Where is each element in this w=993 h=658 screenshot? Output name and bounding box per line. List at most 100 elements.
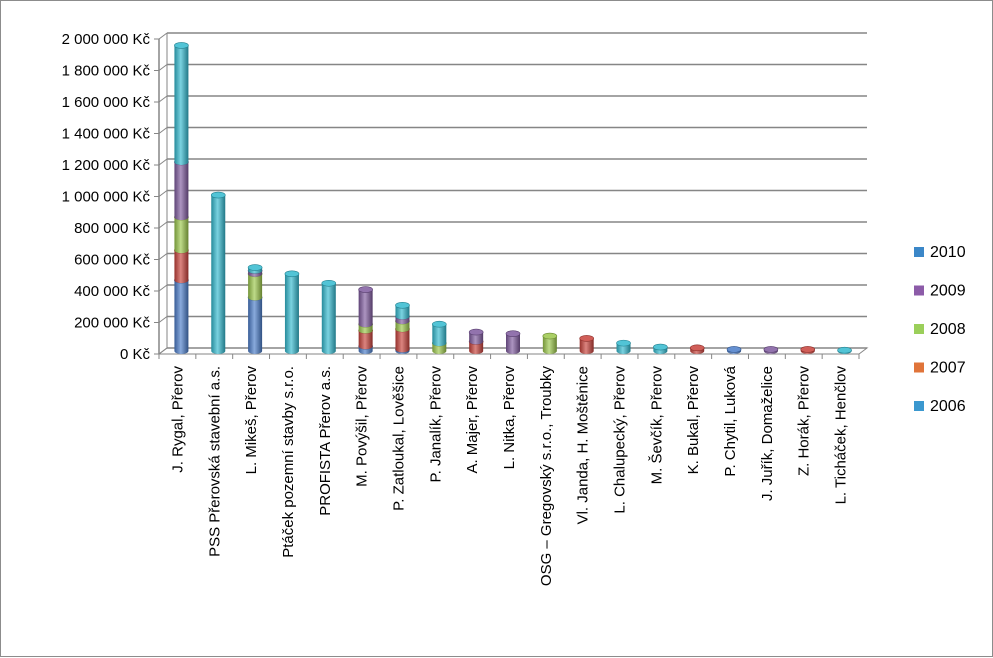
bar-top	[210, 191, 226, 199]
bar-body	[469, 332, 484, 345]
bar-stack	[837, 346, 852, 354]
bar-segment-2010	[432, 320, 447, 347]
x-category-label: P. Zatloukal, Lověšice	[390, 366, 407, 511]
x-category-label: K. Bukal, Přerov	[685, 366, 702, 475]
legend-label-2007: 2007	[930, 360, 966, 377]
bar-segment-2007	[800, 346, 816, 354]
bar-segment-2010	[174, 42, 189, 166]
y-tick-label: 800 000 Kč	[74, 220, 150, 237]
bar-body	[211, 195, 226, 354]
y-tick-label: 1 000 000 Kč	[62, 189, 151, 206]
bar-segment-2009	[468, 328, 484, 345]
gridline-side	[158, 64, 168, 71]
bar-top	[468, 328, 484, 336]
bar-segment-2010	[284, 270, 300, 354]
bar-segment-2006	[174, 276, 189, 354]
bar-top	[542, 332, 558, 340]
bar-stack	[542, 332, 558, 354]
bar-segment-2010	[247, 264, 263, 274]
y-tick-label: 0 Kč	[120, 346, 151, 363]
bar-stack	[689, 344, 705, 354]
bar-top	[726, 346, 742, 353]
gridline-side	[158, 284, 168, 292]
gridline-side	[158, 158, 168, 166]
bar-stack	[800, 346, 816, 354]
bar-segment-2009	[174, 158, 189, 221]
bar-body	[432, 324, 447, 347]
bar-body	[174, 250, 189, 284]
x-category-label: L. Ticháček, Henčlov	[833, 366, 850, 505]
x-category-label: J. Juřík, Domaželice	[759, 366, 776, 501]
y-tick-label: 2 000 000 Kč	[62, 31, 151, 48]
y-tick-label: 400 000 Kč	[74, 283, 150, 300]
bar-body	[248, 297, 263, 354]
bar-segment-2008	[542, 332, 558, 354]
bar-stack	[726, 346, 742, 354]
x-category-label: A. Majer, Přerov	[464, 366, 481, 474]
legend-swatch-2008	[914, 324, 924, 334]
gridline-side	[158, 316, 168, 323]
x-category-label: OSG – Gregovský s.r.o., Troubky	[538, 366, 555, 587]
bar-segment-2009	[763, 346, 779, 354]
legend-swatch-2010	[914, 247, 924, 257]
legend-swatch-2009	[914, 285, 924, 296]
bar-segment-2010	[837, 346, 852, 354]
bar-top	[653, 343, 668, 351]
bar-segment-2010	[210, 191, 226, 354]
y-tick-label: 600 000 Kč	[74, 252, 150, 269]
bar-segment-2006	[726, 346, 742, 354]
x-category-label: J. Rygal, Přerov	[169, 366, 186, 473]
bar-stack	[247, 264, 263, 354]
gridline-side	[158, 253, 168, 260]
x-category-label: Ptáček pozemní stavby s.r.o.	[280, 366, 297, 558]
bar-top	[800, 346, 816, 353]
bar-body	[542, 336, 557, 354]
bar-body	[174, 162, 189, 221]
bar-top	[837, 346, 852, 354]
bar-top	[321, 279, 337, 287]
y-tick-label: 1 800 000 Kč	[62, 63, 151, 80]
bar-stack	[579, 335, 594, 354]
x-category-label: M. Ševčík, Přerov	[648, 366, 665, 485]
gridline-side	[158, 190, 168, 197]
x-category-label: P. Janalík, Přerov	[427, 366, 444, 483]
legend-label-2006: 2006	[930, 398, 966, 415]
bar-body	[469, 341, 484, 354]
bar-body	[248, 273, 263, 301]
bar-stack	[210, 191, 226, 354]
x-category-label: PROFISTA Přerov a.s.	[317, 366, 334, 516]
bar-body	[174, 45, 189, 166]
x-category-label: L. Nitka, Přerov	[501, 366, 518, 470]
bar-segment-2006	[247, 294, 263, 354]
chart-floor	[157, 347, 869, 355]
bar-stack	[358, 286, 373, 354]
bar-top	[174, 42, 189, 49]
bar-top	[284, 270, 300, 278]
legend-label-2009: 2009	[930, 283, 966, 300]
bar-top	[689, 344, 705, 352]
bar-stack	[321, 279, 337, 354]
legend-label-2010: 2010	[930, 244, 966, 261]
bar-body	[506, 333, 520, 354]
bar-stack	[653, 343, 668, 354]
bar-top	[505, 330, 521, 337]
bar-segment-2010	[321, 279, 337, 354]
bar-top	[579, 335, 594, 342]
bar-body	[174, 217, 189, 254]
y-tick-label: 1 600 000 Kč	[62, 94, 151, 111]
legend-swatch-2007	[914, 362, 924, 373]
x-category-label: Z. Horák, Přerov	[796, 366, 813, 477]
x-category-label: L. Mikeš, Přerov	[243, 366, 260, 475]
gridline-side	[158, 127, 168, 134]
bar-segment-2010	[653, 343, 668, 354]
bar-top	[358, 286, 373, 293]
x-category-label: M. Povýšil, Přerov	[354, 366, 371, 487]
bar-stack	[395, 302, 410, 354]
bar-body	[395, 305, 410, 320]
bar-segment-2007	[579, 335, 594, 354]
legend-label-2008: 2008	[930, 321, 966, 338]
bar-stack	[505, 330, 521, 354]
x-category-label: L. Chalupecký, Přerov	[612, 366, 629, 514]
